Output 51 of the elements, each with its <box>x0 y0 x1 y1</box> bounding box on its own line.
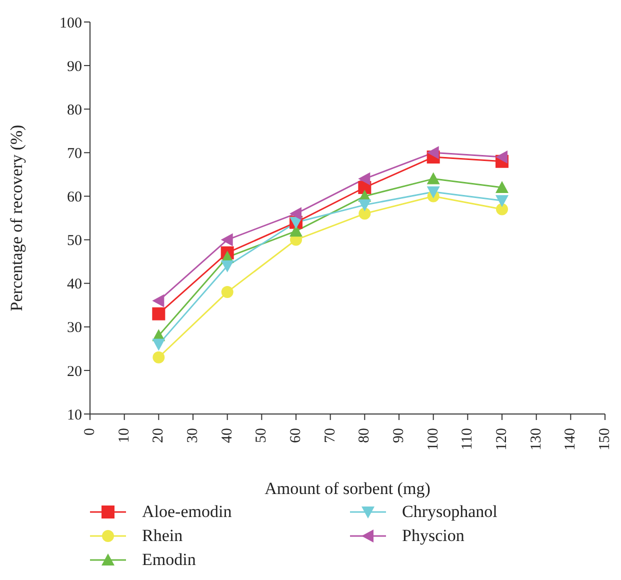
point <box>496 181 508 194</box>
point <box>496 195 508 208</box>
y-tick-label: 40 <box>67 276 82 293</box>
legend-label: Chrysophanol <box>402 502 498 522</box>
x-tick-label: 30 <box>185 428 201 443</box>
x-tick-label: 100 <box>425 428 442 450</box>
point <box>152 294 164 308</box>
x-tick-label: 80 <box>356 428 373 443</box>
x-tick-label: 60 <box>288 428 304 443</box>
x-tick-label: 90 <box>391 428 407 443</box>
point <box>220 260 234 272</box>
legend-label: Physcion <box>402 526 464 546</box>
point <box>358 199 372 212</box>
point <box>496 150 508 164</box>
x-tick-label: 50 <box>254 428 270 443</box>
point <box>426 146 439 160</box>
x-axis-title: Amount of sorbent (mg) <box>264 479 430 498</box>
point <box>152 351 165 364</box>
point <box>152 307 166 320</box>
legend-label: Rhein <box>142 526 183 546</box>
y-tick-label: 80 <box>67 102 82 118</box>
y-tick-label: 100 <box>60 15 82 32</box>
x-tick-label: 140 <box>562 428 579 450</box>
x-tick-label: 150 <box>597 428 613 450</box>
y-tick-label: 10 <box>67 407 82 424</box>
legend-label: Aloe-emodin <box>142 502 232 522</box>
point <box>426 172 440 184</box>
point <box>290 207 302 220</box>
y-tick-label: 70 <box>67 146 82 162</box>
point <box>358 208 371 220</box>
y-tick-label: 60 <box>67 190 82 206</box>
x-tick-label: 0 <box>82 428 98 436</box>
y-axis-title: Percentage of recovery (%) <box>7 124 26 312</box>
y-tick-label: 20 <box>67 364 82 380</box>
point <box>426 186 440 198</box>
point <box>496 203 508 216</box>
x-tick-label: 70 <box>322 428 338 443</box>
point <box>152 338 166 351</box>
x-tick-label: 120 <box>494 428 510 450</box>
x-tick-label: 10 <box>116 428 132 443</box>
point <box>358 172 370 186</box>
point <box>221 286 234 298</box>
y-tick-label: 50 <box>67 233 82 250</box>
y-tick-label: 30 <box>67 320 82 336</box>
point <box>220 233 233 246</box>
y-tick-label: 90 <box>67 58 82 75</box>
x-tick-label: 130 <box>528 428 544 450</box>
x-tick-label: 40 <box>219 428 236 443</box>
legend-label: Emodin <box>142 550 196 570</box>
x-tick-label: 110 <box>460 428 476 450</box>
x-tick-label: 20 <box>150 428 167 443</box>
